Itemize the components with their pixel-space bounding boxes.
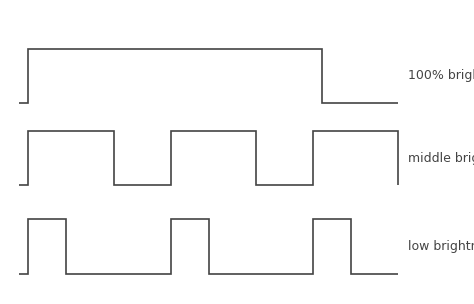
Text: middle brightness: middle brightness bbox=[408, 152, 474, 164]
Text: 100% brightness: 100% brightness bbox=[408, 70, 474, 82]
Text: low brightness: low brightness bbox=[408, 240, 474, 253]
